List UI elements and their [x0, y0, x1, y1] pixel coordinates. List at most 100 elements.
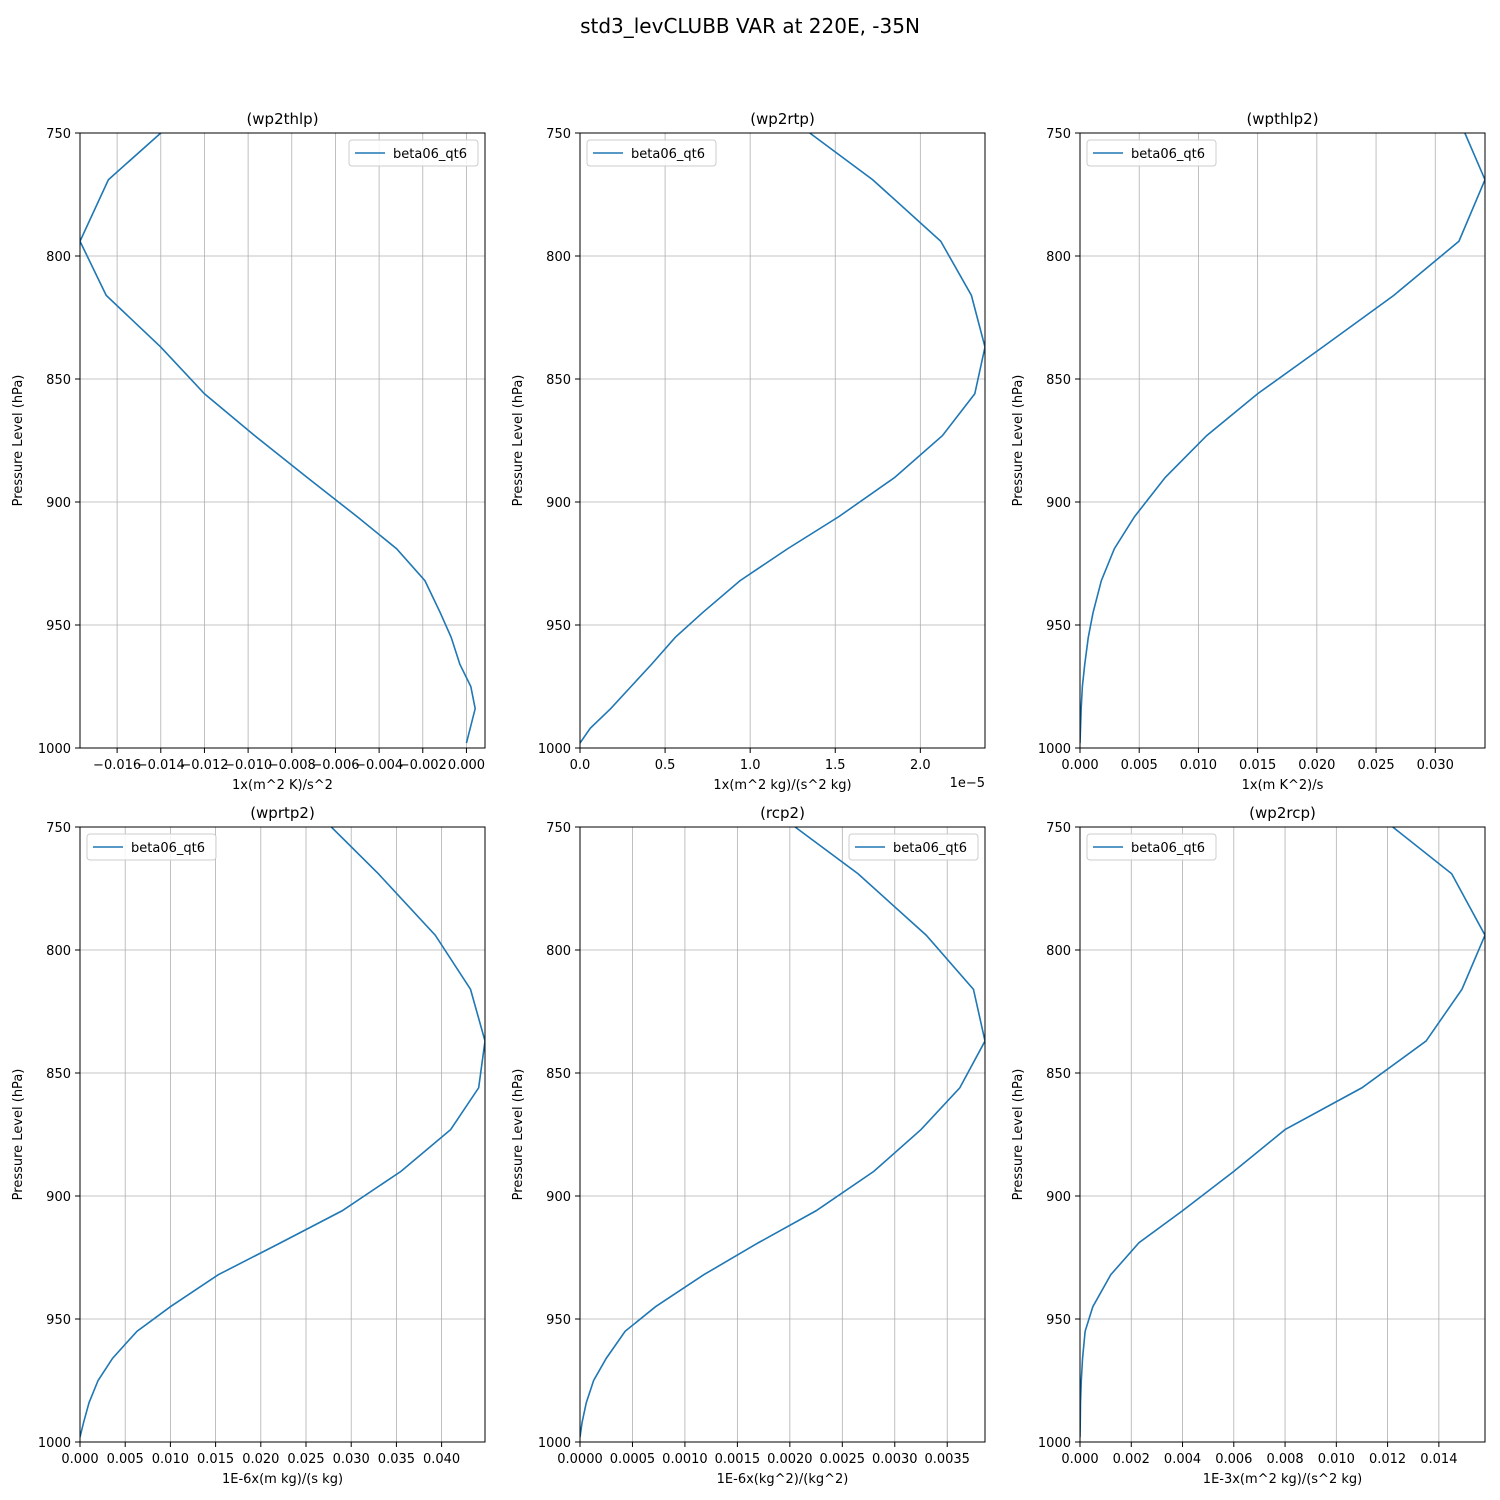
legend-box	[348, 139, 479, 167]
y-tick-label: 750	[546, 821, 571, 836]
plot-title: (wpthlp2)	[1246, 110, 1318, 128]
y-tick-label: 850	[1046, 1067, 1071, 1082]
x-tick-label: 1.0	[740, 758, 761, 773]
x-tick-label: 0.012	[1369, 1452, 1406, 1467]
y-tick-label: 850	[546, 1067, 571, 1082]
axes-frame	[1079, 132, 1486, 749]
x-tick-label: 0.0010	[662, 1452, 708, 1467]
y-tick-label: 1000	[538, 742, 571, 757]
plot-panel-3: 0.000 0.005 0.010 0.015 0.020 0.025 0.030 750 80…	[1011, 110, 1486, 793]
axes-frame	[1079, 826, 1486, 1443]
x-tick-label: 0.0000	[557, 1452, 603, 1467]
legend-box	[848, 833, 979, 861]
plot-panel-2: 0.0 0.5 1.0 1.5 2.0 750 800 850 900 950 1000 (wp2rt…	[511, 110, 986, 793]
legend: beta06_qt6	[1086, 139, 1217, 167]
x-axis-label: 1x(m K^2)/s	[1242, 778, 1324, 793]
x-tick-label: 0.004	[1164, 1452, 1201, 1467]
legend-box	[1086, 139, 1217, 167]
legend-box	[86, 833, 217, 861]
y-tick-label: 850	[46, 1067, 71, 1082]
legend-box	[1086, 833, 1217, 861]
x-tick-label: 0.005	[1121, 758, 1158, 773]
x-tick-label: 0.0025	[820, 1452, 866, 1467]
y-tick-label: 800	[46, 944, 71, 959]
x-tick-label: 0.000	[1061, 758, 1098, 773]
y-tick-label: 800	[1046, 250, 1071, 265]
y-axis-label: Pressure Level (hPa)	[1011, 1069, 1026, 1201]
x-tick-label: 0.040	[423, 1452, 460, 1467]
x-tick-label: 2.0	[910, 758, 931, 773]
x-tick-label: 0.030	[333, 1452, 370, 1467]
figure-title: std3_levCLUBB VAR at 220E, -35N	[580, 14, 920, 38]
legend: beta06_qt6	[86, 833, 217, 861]
x-tick-label: 0.020	[242, 1452, 279, 1467]
y-tick-label: 750	[46, 821, 71, 836]
y-tick-label: 900	[546, 496, 571, 511]
y-tick-label: 950	[46, 619, 71, 634]
y-tick-label: 850	[46, 373, 71, 388]
x-tick-label: −0.016	[93, 758, 141, 773]
plot-title: (rcp2)	[760, 804, 805, 822]
y-tick-label: 900	[1046, 1190, 1071, 1205]
y-tick-label: 800	[1046, 944, 1071, 959]
x-tick-label: 0.5	[655, 758, 676, 773]
legend-label: beta06_qt6	[1131, 147, 1205, 162]
y-tick-label: 950	[1046, 1313, 1071, 1328]
series-line-1	[80, 133, 476, 744]
y-tick-label: 950	[546, 619, 571, 634]
y-tick-label: 850	[546, 373, 571, 388]
y-tick-label: 900	[1046, 496, 1071, 511]
x-tick-label: 0.0	[570, 758, 591, 773]
series-line-1	[580, 827, 985, 1438]
axes-frame	[79, 826, 486, 1443]
x-offset-text: 1e−5	[950, 776, 985, 791]
x-tick-label: 0.015	[1239, 758, 1276, 773]
y-tick-label: 1000	[1038, 742, 1071, 757]
x-tick-label: 0.020	[1298, 758, 1335, 773]
x-tick-label: 1.5	[825, 758, 846, 773]
x-tick-label: 0.035	[378, 1452, 415, 1467]
legend-label: beta06_qt6	[631, 147, 705, 162]
y-tick-label: 950	[1046, 619, 1071, 634]
series-line-1	[580, 133, 985, 744]
x-axis-label: 1E-3x(m^2 kg)/(s^2 kg)	[1203, 1472, 1362, 1487]
x-axis-label: 1x(m^2 kg)/(s^2 kg)	[713, 778, 851, 793]
axes-frame	[79, 132, 486, 749]
y-tick-label: 750	[46, 127, 71, 142]
y-tick-label: 750	[1046, 821, 1071, 836]
x-tick-label: 0.000	[61, 1452, 98, 1467]
x-tick-label: −0.010	[224, 758, 272, 773]
x-tick-label: −0.012	[180, 758, 228, 773]
x-tick-label: −0.008	[268, 758, 316, 773]
y-axis-label: Pressure Level (hPa)	[11, 1069, 26, 1201]
x-tick-label: 0.0030	[872, 1452, 918, 1467]
y-tick-label: 800	[46, 250, 71, 265]
plot-title: (wp2thlp)	[246, 110, 318, 128]
series-line-1	[1080, 133, 1485, 744]
x-tick-label: −0.002	[399, 758, 447, 773]
x-tick-label: 0.0020	[767, 1452, 813, 1467]
x-axis-label: 1E-6x(m kg)/(s kg)	[222, 1472, 343, 1487]
legend: beta06_qt6	[586, 139, 717, 167]
x-tick-label: 0.025	[287, 1452, 324, 1467]
series-line-1	[1080, 827, 1485, 1438]
y-tick-label: 900	[46, 1190, 71, 1205]
y-tick-label: 1000	[38, 742, 71, 757]
y-tick-label: 1000	[538, 1436, 571, 1451]
y-tick-label: 900	[546, 1190, 571, 1205]
x-tick-label: 0.030	[1417, 758, 1454, 773]
x-tick-label: 0.006	[1215, 1452, 1252, 1467]
y-axis-label: Pressure Level (hPa)	[511, 375, 526, 507]
x-tick-label: 0.015	[197, 1452, 234, 1467]
axes-frame	[579, 826, 986, 1443]
x-tick-label: 0.005	[107, 1452, 144, 1467]
legend-label: beta06_qt6	[393, 147, 467, 162]
legend-label: beta06_qt6	[893, 841, 967, 856]
plot-panel-4: 0.000 0.005 0.010 0.015 0.020 0.025 0.030 0.035…	[11, 804, 486, 1487]
plot-title: (wp2rcp)	[1249, 804, 1316, 822]
x-tick-label: 0.010	[1318, 1452, 1355, 1467]
y-tick-label: 1000	[1038, 1436, 1071, 1451]
x-tick-label: −0.014	[137, 758, 185, 773]
x-tick-label: 0.010	[1180, 758, 1217, 773]
